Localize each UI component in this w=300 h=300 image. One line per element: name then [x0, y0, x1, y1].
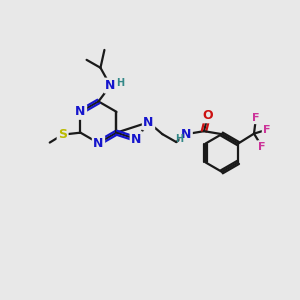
Text: N: N: [93, 136, 104, 150]
Text: H: H: [116, 78, 124, 88]
Text: S: S: [58, 128, 67, 141]
Text: F: F: [258, 142, 266, 152]
Text: N: N: [181, 128, 191, 141]
Text: F: F: [263, 125, 271, 135]
Text: O: O: [202, 109, 213, 122]
Text: N: N: [131, 133, 142, 146]
Text: N: N: [75, 105, 86, 119]
Text: H: H: [175, 134, 183, 144]
Text: N: N: [143, 116, 154, 129]
Text: N: N: [105, 79, 116, 92]
Text: F: F: [252, 113, 260, 123]
